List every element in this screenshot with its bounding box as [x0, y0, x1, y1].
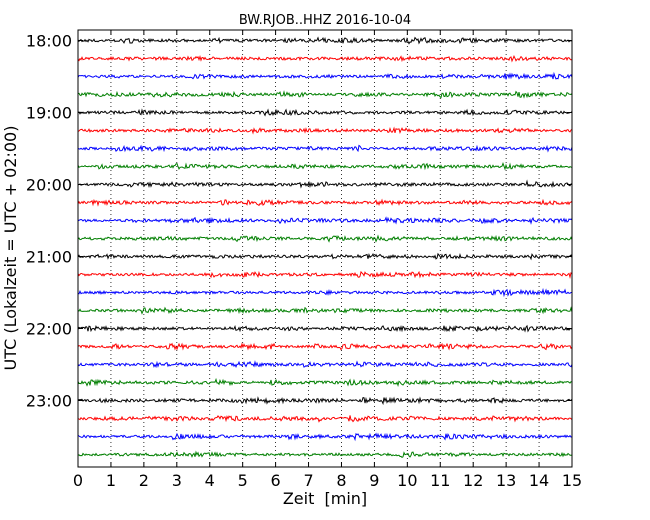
- trace-row: [77, 415, 573, 423]
- trace-row: [77, 108, 573, 117]
- trace-row: [77, 360, 573, 369]
- x-tick-label: 14: [529, 471, 549, 490]
- x-tick-label: 12: [463, 471, 483, 490]
- trace-row: [77, 126, 573, 135]
- y-tick-label: 20:00: [26, 176, 72, 195]
- x-tick-label: 8: [336, 471, 346, 490]
- x-tick-label: 6: [271, 471, 281, 490]
- y-tick-label: 18:00: [26, 32, 72, 51]
- trace-row: [77, 198, 573, 207]
- trace-row: [77, 306, 573, 315]
- y-axis-label: UTC (Lokalzeit = UTC + 02:00): [1, 126, 20, 371]
- x-tick-label: 4: [205, 471, 215, 490]
- x-tick-label: 15: [562, 471, 582, 490]
- x-axis-ticks: 0 1 2 3 4 5 6 7 8 9 10 11 12 13 14 15: [73, 30, 582, 490]
- y-tick-label: 22:00: [26, 320, 72, 339]
- x-tick-label: 0: [73, 471, 83, 490]
- vertical-grid: [110, 30, 540, 467]
- trace-row: [77, 432, 573, 442]
- seismogram-traces: [77, 36, 573, 458]
- trace-row: [77, 287, 573, 298]
- plot-frame: [77, 29, 573, 468]
- y-tick-label: 19:00: [26, 104, 72, 123]
- x-tick-label: 7: [303, 471, 313, 490]
- x-tick-label: 3: [172, 471, 182, 490]
- trace-row: [77, 71, 573, 80]
- x-tick-label: 10: [397, 471, 417, 490]
- trace-row: [77, 179, 573, 189]
- x-tick-label: 9: [369, 471, 379, 490]
- trace-row: [77, 144, 573, 153]
- trace-row: [77, 252, 573, 261]
- trace-row: [77, 342, 573, 351]
- trace-row: [77, 55, 573, 63]
- chart-title: BW.RJOB..HHZ 2016-10-04: [239, 13, 411, 28]
- trace-row: [77, 324, 573, 333]
- trace-row: [77, 36, 573, 45]
- trace-row: [77, 216, 573, 225]
- x-tick-label: 5: [238, 471, 248, 490]
- y-axis-ticks: 18:00 19:00 20:00 21:00 22:00 23:00: [26, 32, 572, 411]
- trace-row: [77, 161, 573, 171]
- trace-row: [77, 396, 573, 406]
- x-tick-label: 11: [430, 471, 450, 490]
- x-tick-label: 2: [139, 471, 149, 490]
- trace-row: [77, 234, 573, 243]
- trace-row: [77, 270, 573, 280]
- x-axis-label: Zeit [min]: [283, 489, 367, 508]
- y-tick-label: 23:00: [26, 392, 72, 411]
- trace-row: [77, 377, 573, 387]
- trace-row: [77, 90, 573, 99]
- y-tick-label: 21:00: [26, 248, 72, 267]
- x-tick-label: 13: [496, 471, 516, 490]
- x-tick-label: 1: [106, 471, 116, 490]
- trace-row: [77, 450, 573, 458]
